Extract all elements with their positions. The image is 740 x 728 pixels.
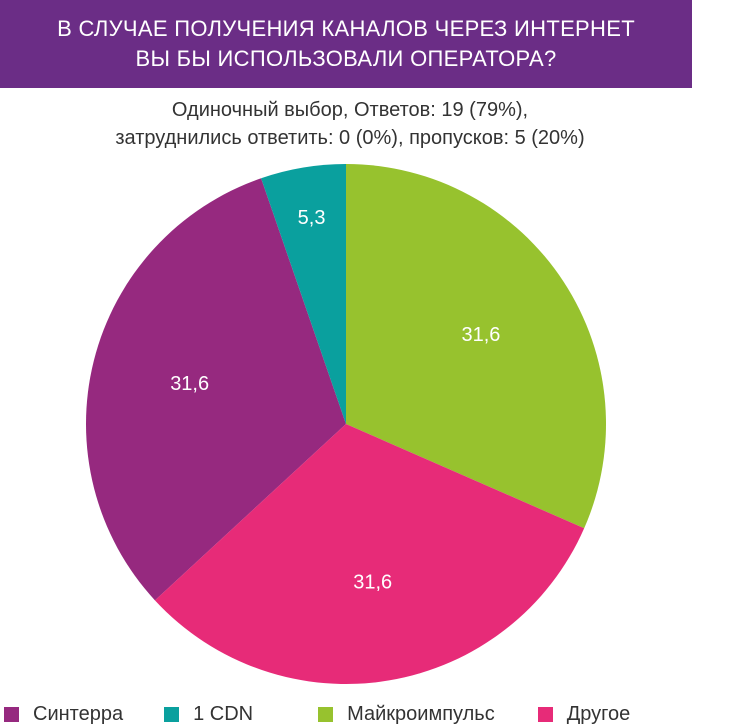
legend-item-drugoe: Другое (537, 702, 631, 726)
pie-slice-maikroimpuls (346, 164, 606, 529)
pie-slice-sinterra (86, 178, 347, 601)
legend-item-1cdn: 1 CDN (164, 703, 253, 726)
chart-subtitle: Одиночный выбор, Ответов: 19 (79%), затр… (115, 99, 585, 149)
legend-item-maikroimpuls: Майкроимпульс (318, 703, 495, 726)
chart-legend: Синтерра 1 CDN Майкроимпульс Другое (4, 700, 740, 728)
data-label-sinterra: 31,6 (170, 373, 209, 395)
legend-swatch-sinterra (4, 706, 19, 722)
legend-label-1cdn: 1 CDN (193, 702, 254, 725)
legend-item-sinterra: Синтерра (4, 703, 123, 726)
chart-title-banner: В СЛУЧАЕ ПОЛУЧЕНИЯ КАНАЛОВ ЧЕРЕЗ ИНТЕРНЕ… (0, 0, 692, 88)
legend-swatch-drugoe (537, 706, 553, 722)
legend-label-maikroimpuls: Майкроимпульс (347, 702, 495, 725)
legend-label-drugoe: Другое (566, 702, 631, 725)
pie-slice-1cdn (261, 164, 346, 424)
data-label-drugoe: 31,6 (353, 571, 392, 593)
legend-swatch-maikroimpuls (318, 706, 334, 722)
chart-title: В СЛУЧАЕ ПОЛУЧЕНИЯ КАНАЛОВ ЧЕРЕЗ ИНТЕРНЕ… (57, 16, 635, 71)
legend-label-sinterra: Синтерра (33, 702, 124, 725)
data-label-maikroimpuls: 31,6 (461, 324, 500, 346)
pie-slice-drugoe (154, 424, 585, 685)
legend-swatch-1cdn (164, 706, 180, 722)
data-label-1cdn: 5,3 (298, 207, 326, 229)
